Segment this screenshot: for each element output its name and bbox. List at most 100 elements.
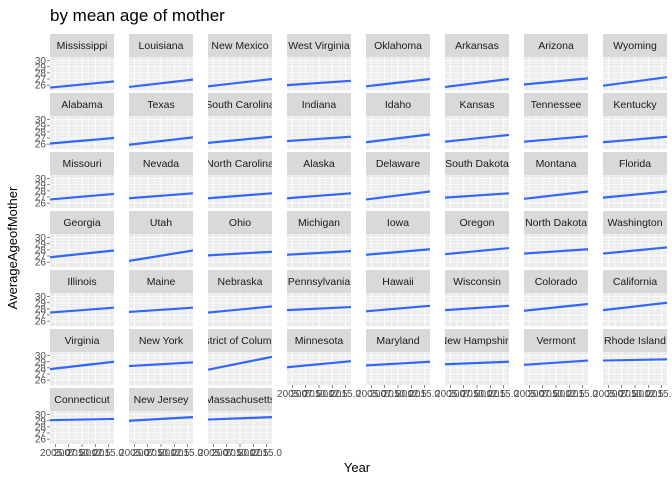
facet-panel: West Virginia (287, 34, 351, 90)
trend-line (366, 248, 430, 256)
facet-label: Ohio (229, 217, 251, 229)
x-tick-label: 2010.0 (383, 389, 414, 400)
facet-label: North Dakota (525, 217, 587, 229)
facet-strip (129, 93, 193, 116)
facet-label: New Mexico (211, 40, 268, 52)
x-tick-label: 2005.0 (514, 389, 545, 400)
facet-strip (524, 329, 588, 352)
y-tick-label: 27 (35, 75, 47, 86)
y-tick-label: 26 (35, 199, 47, 210)
trend-line (603, 190, 667, 199)
y-tick-label: 27 (35, 252, 47, 263)
trend-line (208, 355, 272, 371)
facet-strip (287, 93, 351, 116)
x-tick-label: 2007.5 (527, 389, 558, 400)
facet-strip (603, 270, 667, 293)
facet-strip (366, 270, 430, 293)
facet-label: Delaware (376, 158, 421, 170)
facet-strip (445, 93, 509, 116)
facet-label: Florida (619, 158, 651, 170)
trend-line (524, 190, 588, 200)
facet-panel: New York (129, 329, 193, 385)
x-tick-label: 2005.0 (435, 389, 466, 400)
trend-line (50, 136, 114, 145)
facet-panel: Washington (603, 211, 667, 267)
facet-label: District of Columbia (194, 335, 285, 347)
facet-panel: Kentucky (603, 93, 667, 149)
facet-panel: Oregon (445, 211, 509, 267)
x-tick-label: 2012.5 (396, 389, 427, 400)
y-tick-label: 28 (35, 186, 47, 197)
facet-label: New Jersey (134, 394, 190, 406)
x-tick-label: 2007.5 (211, 448, 242, 459)
x-tick-label: 2010.0 (225, 448, 256, 459)
x-tick-label: 2012.5 (554, 389, 585, 400)
facet-label: Maine (147, 276, 176, 288)
facet-strip (366, 211, 430, 234)
trend-line (603, 76, 667, 87)
facet-panel: Ohio (208, 211, 272, 267)
y-tick-label: 27 (35, 193, 47, 204)
facet-label: Montana (536, 158, 577, 170)
y-tick-label: 29 (35, 121, 47, 132)
facet-panel: District of Columbia (194, 329, 285, 385)
facet-panel: Massachusetts 2005.02007.52010.02012.5201… (198, 388, 282, 459)
facet-label: Colorado (535, 276, 578, 288)
x-tick-label: 2005.0 (356, 389, 387, 400)
y-tick-label: 30 (35, 115, 47, 126)
trend-line (208, 77, 272, 88)
trend-line (208, 305, 272, 314)
x-tick-label: 2012.5 (238, 448, 269, 459)
facet-strip (208, 329, 272, 352)
facet-panel: Michigan (287, 211, 351, 267)
y-tick-label: 30 (35, 56, 47, 67)
y-tick-label: 30 (35, 292, 47, 303)
facet-label: New York (139, 335, 184, 347)
trend-line (50, 360, 114, 371)
facet-strip (287, 34, 351, 57)
y-tick-label: 28 (35, 422, 47, 433)
facet-strip (50, 93, 114, 116)
x-tick-label: 2015.0 (488, 389, 519, 400)
y-tick-label: 30 (35, 174, 47, 185)
facet-strip (50, 270, 114, 293)
facet-strip (129, 388, 193, 411)
trend-line (129, 136, 193, 146)
trend-line (366, 304, 430, 313)
facet-panel: North Dakota (524, 211, 588, 267)
y-tick-label: 28 (35, 245, 47, 256)
y-tick-label: 26 (35, 317, 47, 328)
facet-label: Pennsylvania (288, 276, 351, 288)
y-tick-label: 29 (35, 357, 47, 368)
facet-strip (208, 211, 272, 234)
facet-label: Vermont (536, 335, 575, 347)
facet-panel: Idaho (366, 93, 430, 149)
y-tick-label: 30 (35, 351, 47, 362)
trend-line (129, 361, 193, 368)
y-tick-label: 27 (35, 429, 47, 440)
trend-line (287, 135, 351, 143)
trend-line (524, 77, 588, 86)
x-tick-label: 2010.0 (67, 448, 98, 459)
y-tick-label: 29 (35, 416, 47, 427)
trend-line (445, 246, 509, 256)
facet-label: Wisconsin (453, 276, 501, 288)
trend-line (366, 190, 430, 201)
y-tick-label: 27 (35, 134, 47, 145)
facet-strip (129, 211, 193, 234)
x-tick-label: 2012.5 (633, 389, 664, 400)
x-tick-label: 2007.5 (53, 448, 84, 459)
facet-label: Virginia (65, 335, 100, 347)
trend-line (524, 248, 588, 255)
x-tick-label: 2012.5 (80, 448, 111, 459)
trend-line (287, 79, 351, 87)
x-tick-label: 2007.5 (369, 389, 400, 400)
x-tick-label: 2015.0 (172, 448, 203, 459)
facet-strip (129, 270, 193, 293)
x-tick-label: 2012.5 (159, 448, 190, 459)
